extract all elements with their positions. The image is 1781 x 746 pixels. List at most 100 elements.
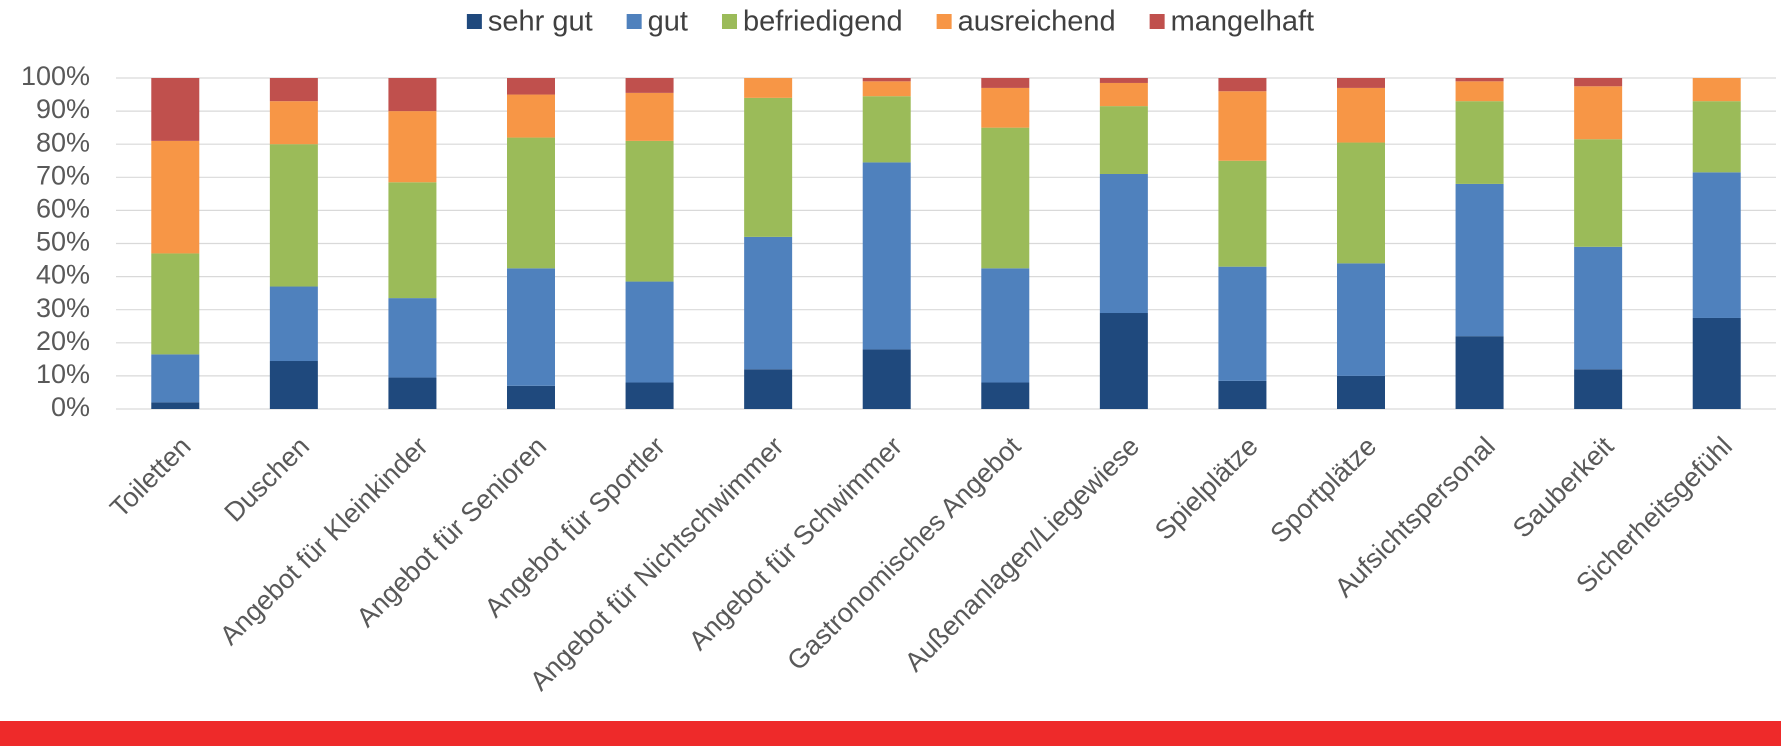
y-tick-label: 50% bbox=[36, 227, 90, 257]
bar-segment bbox=[744, 369, 793, 409]
x-tick-label: Sauberkeit bbox=[1507, 431, 1620, 544]
bar-segment bbox=[1574, 369, 1623, 409]
legend-swatch bbox=[936, 14, 952, 29]
y-tick-label: 20% bbox=[36, 326, 90, 356]
bar-segment bbox=[507, 385, 555, 409]
footer-band bbox=[0, 721, 1781, 746]
x-tick-label: Gastronomisches Angebot bbox=[781, 431, 1026, 676]
bar-segment bbox=[625, 281, 674, 383]
bar-segment bbox=[862, 78, 911, 82]
bar-segment bbox=[744, 236, 793, 370]
bar-segment bbox=[862, 81, 911, 97]
x-tick-label: Außenanlagen/Liegewiese bbox=[899, 431, 1145, 677]
bar-segment bbox=[1099, 82, 1148, 107]
legend-swatch bbox=[466, 14, 482, 29]
y-tick-label: 40% bbox=[36, 260, 90, 290]
bar-segment bbox=[1455, 81, 1504, 102]
bar-segment bbox=[1692, 101, 1741, 173]
bar-segment bbox=[1099, 78, 1148, 83]
bar-segment bbox=[151, 253, 200, 355]
bar-segment bbox=[269, 101, 318, 145]
y-tick-label: 0% bbox=[51, 392, 90, 422]
bar-segment bbox=[388, 111, 437, 183]
x-tick-label: Sportplätze bbox=[1264, 431, 1382, 549]
bar-segment bbox=[507, 78, 555, 95]
legend: sehr gut gut befriedigend ausreichend mangel… bbox=[466, 6, 1315, 38]
x-tick-label: Spielplätze bbox=[1149, 431, 1264, 546]
y-tick-label: 30% bbox=[36, 293, 90, 323]
bar-segment bbox=[981, 78, 1030, 88]
bar-segment bbox=[151, 78, 200, 141]
bar-segment bbox=[862, 96, 911, 163]
bar-segment bbox=[388, 182, 437, 299]
bar-segment bbox=[1574, 139, 1623, 247]
x-tick-label: Angebot für Nichtschwimmer bbox=[524, 431, 789, 696]
legend-label: sehr gut bbox=[488, 6, 593, 38]
bar-segment bbox=[981, 87, 1030, 128]
bar-segment bbox=[981, 268, 1030, 383]
bar-segment bbox=[388, 78, 437, 112]
bar-segment bbox=[1218, 380, 1267, 409]
bar-segment bbox=[151, 402, 200, 409]
bar-segment bbox=[1455, 183, 1504, 337]
bar-segment bbox=[151, 354, 200, 403]
x-tick-label: Angebot für Schwimmer bbox=[683, 431, 908, 656]
bar-segment bbox=[1337, 375, 1385, 409]
bar-segment bbox=[269, 78, 318, 102]
bar-segment bbox=[269, 361, 318, 409]
legend-label: gut bbox=[648, 6, 688, 38]
x-tick-label: Angebot für Kleinkinder bbox=[214, 431, 434, 651]
bar-segment bbox=[1574, 78, 1623, 87]
y-tick-label: 10% bbox=[36, 359, 90, 389]
bar-segment bbox=[1337, 142, 1385, 264]
bar-segment bbox=[1337, 78, 1385, 88]
y-tick-label: 60% bbox=[36, 194, 90, 224]
x-tick-label: Duschen bbox=[219, 431, 316, 528]
y-tick-label: 90% bbox=[36, 94, 90, 124]
y-tick-label: 100% bbox=[21, 61, 90, 91]
bar-segment bbox=[862, 349, 911, 409]
bar-segment bbox=[1099, 106, 1148, 174]
legend-label: ausreichend bbox=[958, 6, 1116, 38]
bar-segment bbox=[1218, 78, 1267, 92]
bar-segment bbox=[1692, 317, 1741, 409]
legend-label: befriedigend bbox=[743, 6, 903, 38]
bar-segment bbox=[862, 162, 911, 350]
bar-segment bbox=[151, 140, 200, 254]
bar-segment bbox=[507, 137, 555, 269]
bar-segment bbox=[1455, 78, 1504, 82]
bar-segment bbox=[1692, 78, 1741, 102]
bar-segment bbox=[981, 382, 1030, 409]
x-tick-label: Toiletten bbox=[104, 431, 196, 523]
bar-segment bbox=[1218, 266, 1267, 381]
legend-swatch bbox=[1149, 14, 1165, 29]
bar-segment bbox=[1455, 101, 1504, 184]
legend-swatch bbox=[721, 14, 737, 29]
bar-segment bbox=[1099, 173, 1148, 314]
bar-segment bbox=[625, 382, 674, 409]
bar-segment bbox=[269, 144, 318, 287]
y-tick-label: 70% bbox=[36, 160, 90, 190]
bar-segment bbox=[1099, 313, 1148, 409]
bar-segment bbox=[507, 268, 555, 386]
bar-segment bbox=[507, 94, 555, 138]
bar-segment bbox=[981, 127, 1030, 269]
bar-segment bbox=[388, 298, 437, 378]
bar-segment bbox=[269, 286, 318, 362]
legend-label: mangelhaft bbox=[1171, 6, 1315, 38]
bar-segment bbox=[1337, 87, 1385, 143]
bar-segment bbox=[1574, 246, 1623, 370]
bar-segment bbox=[1574, 86, 1623, 140]
legend-swatch bbox=[626, 14, 642, 29]
bar-segment bbox=[1218, 160, 1267, 267]
bar-segment bbox=[625, 78, 674, 93]
bar-segment bbox=[625, 92, 674, 141]
bar-segment bbox=[388, 377, 437, 409]
bar-segment bbox=[1692, 172, 1741, 318]
bar-segment bbox=[1455, 336, 1504, 409]
bar-segment bbox=[625, 140, 674, 282]
bar-segment bbox=[744, 78, 793, 98]
bar-segment bbox=[1337, 263, 1385, 376]
bar-segment bbox=[1218, 91, 1267, 161]
